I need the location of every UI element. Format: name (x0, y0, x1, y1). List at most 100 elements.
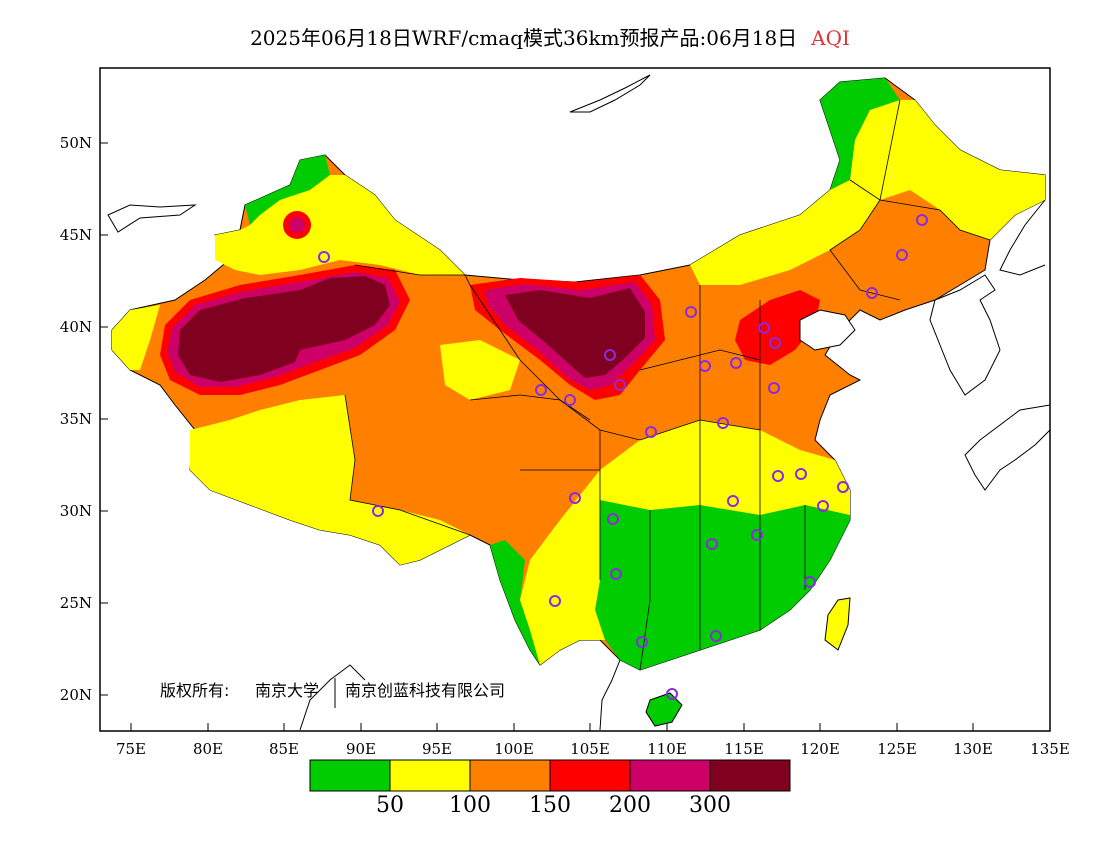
station-marker (758, 322, 770, 334)
copyright-org2: 南京创蓝科技有限公司 (345, 681, 505, 700)
copyright-prefix: 版权所有: (160, 681, 229, 700)
station-marker (604, 349, 616, 361)
lon-label-100e: 100E (494, 740, 534, 758)
qinghai-yellow-zone (440, 340, 520, 400)
lon-label-85e: 85E (269, 740, 299, 758)
lat-axis (100, 142, 108, 696)
station-marker (685, 306, 697, 318)
station-marker (564, 394, 576, 406)
hotspot-core-marker (289, 217, 305, 233)
station-marker (916, 214, 928, 226)
lon-label-115e: 115E (724, 740, 764, 758)
station-marker (804, 576, 816, 588)
legend-threshold-200: 200 (609, 793, 651, 818)
japan-coastline (964, 404, 1050, 491)
lat-label-45n: 45N (60, 226, 92, 244)
station-marker (607, 513, 619, 525)
station-marker (710, 630, 722, 642)
station-marker (866, 287, 878, 299)
station-marker (896, 249, 908, 261)
station-marker (717, 417, 729, 429)
gobi-maroon-zone (505, 288, 645, 378)
tibet-yellow-zone (190, 395, 470, 565)
legend-threshold-100: 100 (449, 793, 491, 818)
lon-label-125e: 125E (877, 740, 917, 758)
map-content (107, 74, 1050, 731)
lon-label-90e: 90E (346, 740, 376, 758)
station-marker (614, 379, 626, 391)
lon-label-120e: 120E (800, 740, 840, 758)
korea-coastline (929, 274, 1001, 396)
legend-threshold-300: 300 (689, 793, 731, 818)
legend-swatch-hazardous (709, 759, 791, 792)
title-variable: AQI (811, 26, 850, 50)
station-marker (372, 505, 384, 517)
kazakhstan-lake-outline (107, 204, 197, 233)
lat-label-30n: 30N (60, 502, 92, 520)
vietnam-coastline (599, 659, 621, 731)
north-xinjiang-green-zone (245, 155, 330, 225)
lat-label-20n: 20N (60, 686, 92, 704)
southwest-green-zone (490, 540, 540, 665)
station-marker (772, 470, 784, 482)
lat-label-40n: 40N (60, 318, 92, 336)
station-marker (768, 382, 780, 394)
map-title: 2025年06月18日WRF/cmaq模式36km预报产品:06月18日 AQI (0, 22, 1100, 51)
inner-mongolia-yellow-zone (690, 180, 880, 285)
legend-swatch-unhealthy (549, 759, 631, 792)
copyright-note: 版权所有: 南京大学 南京创蓝科技有限公司 (160, 678, 505, 708)
station-marker (610, 568, 622, 580)
lat-label-50n: 50N (60, 134, 92, 152)
south-yellow-zone (520, 420, 850, 665)
lake-baikal-outline (569, 74, 651, 113)
north-xinjiang-yellow-zone (215, 175, 465, 275)
legend-colorbar (309, 759, 791, 792)
station-marker (636, 636, 648, 648)
south-green-zone (595, 500, 850, 670)
station-marker (837, 481, 849, 493)
northeast-green-zone (820, 78, 900, 190)
lon-label-80e: 80E (193, 740, 223, 758)
legend-swatch-good (309, 759, 391, 792)
north-china-red-zone (735, 290, 820, 365)
lon-label-75e: 75E (116, 740, 146, 758)
lon-axis (130, 723, 1051, 731)
station-marker (769, 337, 781, 349)
bay-of-bengal-coastline (299, 664, 366, 731)
legend-threshold-150: 150 (529, 793, 571, 818)
station-marker (549, 595, 561, 607)
station-marker (645, 426, 657, 438)
station-marker (666, 688, 678, 700)
station-marker (569, 492, 581, 504)
legend-swatch-unhealthy-sensitive (469, 759, 551, 792)
northeast-yellow-zone (850, 100, 1045, 240)
lon-label-110e: 110E (647, 740, 687, 758)
station-marker (699, 360, 711, 372)
legend-threshold-50: 50 (376, 793, 404, 818)
legend-swatch-moderate (389, 759, 471, 792)
lon-label-135e: 135E (1030, 740, 1070, 758)
lat-label-25n: 25N (60, 594, 92, 612)
title-text: 2025年06月18日WRF/cmaq模式36km预报产品:06月18日 (250, 26, 798, 50)
station-marker (751, 529, 763, 541)
station-markers (318, 214, 928, 700)
station-marker (730, 357, 742, 369)
lon-label-105e: 105E (570, 740, 610, 758)
bohai-coastline (799, 309, 856, 351)
hainan-island (645, 692, 683, 727)
taiwan-island (824, 597, 851, 651)
lon-label-130e: 130E (953, 740, 993, 758)
station-marker (318, 251, 330, 263)
station-marker (727, 495, 739, 507)
station-marker (795, 468, 807, 480)
russia-coastline (999, 199, 1046, 276)
lat-label-35n: 35N (60, 410, 92, 428)
station-marker (535, 384, 547, 396)
taklamakan-maroon-zone (178, 276, 390, 382)
station-marker (817, 500, 829, 512)
lon-label-95e: 95E (422, 740, 452, 758)
west-yellow-zone (112, 305, 160, 370)
station-marker (706, 538, 718, 550)
copyright-org1: 南京大学 (255, 681, 319, 700)
